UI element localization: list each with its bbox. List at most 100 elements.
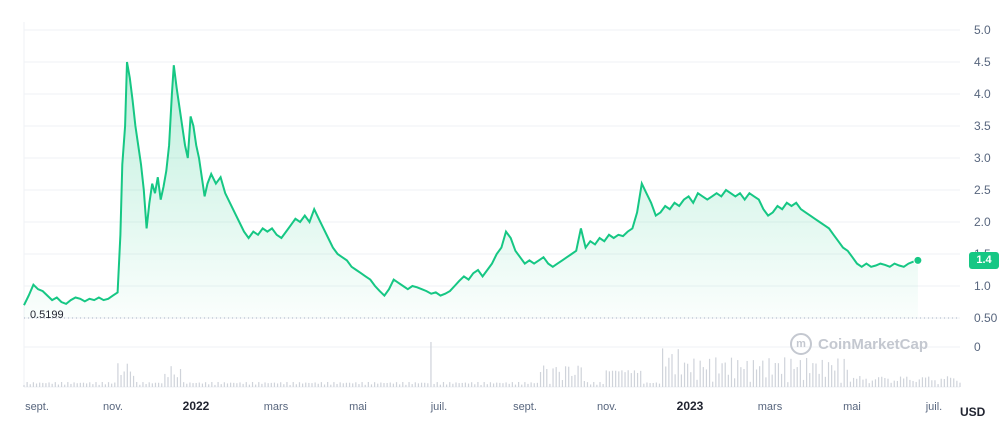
volume-bar <box>809 373 811 387</box>
volume-bar <box>680 374 682 387</box>
volume-bar <box>98 384 100 387</box>
volume-bar <box>712 381 714 387</box>
volume-bar <box>183 382 185 387</box>
volume-bar <box>893 380 895 387</box>
volume-bar <box>696 379 698 387</box>
volume-bar <box>173 374 175 387</box>
volume-bar <box>64 384 66 387</box>
volume-bar <box>856 378 858 387</box>
low-price-label: 0.5199 <box>30 309 64 321</box>
volume-bar <box>912 380 914 387</box>
volume-bar <box>827 362 830 387</box>
volume-bar <box>574 374 576 387</box>
volume-bar <box>568 366 570 387</box>
volume-bar <box>774 363 776 387</box>
volume-bar <box>611 370 614 387</box>
volume-bar <box>439 384 441 387</box>
y-tick-label: 2.0 <box>974 215 991 229</box>
volume-bar <box>111 383 113 387</box>
volume-bar <box>170 366 172 387</box>
volume-bar <box>708 358 711 387</box>
volume-bar <box>755 369 758 387</box>
volume-bar <box>852 377 855 387</box>
volume-bar <box>959 382 961 387</box>
volume-bar <box>734 378 736 387</box>
volume-bar <box>924 377 927 387</box>
volume-bar <box>458 383 460 387</box>
volume-bar <box>270 382 272 387</box>
volume-bar <box>23 385 25 387</box>
volume-bar <box>242 383 244 387</box>
volume-bar <box>771 374 773 387</box>
volume-bar <box>577 365 579 387</box>
volume-bar <box>461 382 463 387</box>
volume-bar <box>655 382 657 387</box>
volume-bar <box>92 384 94 387</box>
volume-bar <box>608 371 610 387</box>
volume-bar <box>267 383 269 387</box>
volume-bar <box>859 376 861 387</box>
volume-bar <box>132 375 135 387</box>
volume-bar <box>192 383 194 387</box>
volume-bar <box>834 370 836 387</box>
volume-bar <box>377 383 379 387</box>
volume-bar <box>452 383 454 387</box>
volume-bar <box>806 357 808 387</box>
volume-bar <box>724 362 726 387</box>
volume-bar <box>145 384 147 387</box>
volume-bar <box>436 382 438 387</box>
volume-bar <box>230 382 232 387</box>
volume-bar <box>508 383 510 387</box>
volume-bar <box>555 367 557 387</box>
volume-bar <box>449 382 451 387</box>
volume-bar <box>295 384 297 387</box>
current-price-dot[interactable] <box>913 255 923 265</box>
volume-bar <box>627 370 629 387</box>
volume-bar <box>405 384 407 387</box>
volume-bar <box>899 376 902 387</box>
volume-bar <box>154 382 157 387</box>
volume-bar <box>837 358 839 387</box>
volume-bar <box>846 369 848 387</box>
volume-bar <box>323 384 326 387</box>
volume-bar <box>233 382 235 387</box>
volume-bar <box>543 365 545 387</box>
volume-bar <box>718 373 720 387</box>
volume-bar <box>896 380 898 387</box>
volume-bar <box>76 383 78 387</box>
current-price-badge: 1.4 <box>969 252 999 269</box>
volume-bar <box>308 382 310 387</box>
volume-bar <box>424 382 426 387</box>
volume-bar <box>54 382 56 387</box>
volume-bar <box>417 383 420 387</box>
volume-bar <box>117 363 119 387</box>
volume-bar <box>189 382 191 387</box>
volume-bar <box>502 383 504 387</box>
volume-bar <box>129 371 132 387</box>
volume-bar <box>918 379 920 387</box>
volume-bar <box>355 382 357 387</box>
volume-bar <box>380 382 382 387</box>
volume-bar <box>953 378 955 387</box>
volume-bar <box>39 382 41 387</box>
volume-bar <box>677 349 679 387</box>
volume-bar <box>280 382 282 387</box>
volume-bar <box>640 370 642 387</box>
volume-bar <box>264 382 266 387</box>
volume-bar <box>909 379 911 387</box>
volume-bar <box>248 384 250 387</box>
volume-bar <box>339 382 341 387</box>
volume-bar <box>311 383 313 387</box>
volume-bar <box>762 360 764 387</box>
volume-bar <box>539 372 542 387</box>
volume-bar <box>571 375 573 387</box>
volume-bar <box>831 365 833 387</box>
volume-bar <box>114 382 116 387</box>
volume-bar <box>314 382 316 387</box>
volume-bar <box>643 383 645 387</box>
volume-bar <box>386 383 388 387</box>
volume-bar <box>327 382 329 387</box>
volume-bar <box>336 383 338 387</box>
volume-bar <box>139 384 141 387</box>
